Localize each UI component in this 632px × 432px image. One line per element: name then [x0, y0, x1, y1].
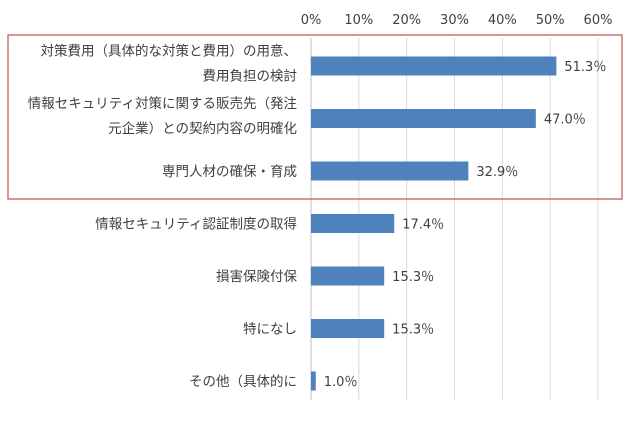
highlight-box [7, 34, 623, 200]
data-label: 15.3％ [392, 270, 434, 285]
data-label: 32.9％ [476, 165, 518, 180]
bar [311, 266, 385, 286]
category-label: 特になし [243, 322, 297, 338]
bar [311, 161, 469, 181]
x-tick-label: 30% [440, 13, 469, 28]
category-label: 損害保険付保 [216, 269, 297, 285]
x-tick-label: 20% [392, 13, 421, 28]
data-label: 1.0％ [324, 375, 358, 390]
x-tick-label: 0% [301, 13, 322, 28]
category-label: 対策費用（具体的な対策と費用）の用意、 [41, 43, 298, 60]
bar [311, 214, 395, 233]
bar [311, 56, 557, 76]
data-label: 17.4％ [402, 218, 444, 233]
bar [311, 109, 536, 128]
category-label: 専門人材の確保・育成 [162, 164, 297, 180]
data-label: 51.3％ [564, 60, 606, 75]
category-label: その他（具体的に [189, 374, 297, 390]
category-label: 情報セキュリティ対策に関する販売先（発注 [28, 95, 297, 112]
bar [311, 371, 316, 391]
data-label: 15.3％ [392, 323, 434, 338]
x-axis-ticks: 0% 10% 20% 30% 40% 50% 60% [301, 13, 613, 28]
x-tick-label: 50% [536, 13, 565, 28]
bar [311, 319, 385, 338]
gridlines [310, 38, 599, 400]
x-tick-label: 60% [584, 13, 613, 28]
category-label: 情報セキュリティ認証制度の取得 [95, 216, 297, 233]
category-label: 費用負担の検討 [203, 69, 298, 85]
value-labels: 51.3％ 47.0％ 32.9％ 17.4％ 15.3％ 15.3％ 1.0％ [324, 60, 607, 390]
x-tick-label: 40% [488, 13, 517, 28]
category-label: 元企業）との契約内容の明確化 [108, 120, 297, 137]
data-label: 47.0％ [544, 113, 586, 128]
category-labels: 対策費用（具体的な対策と費用）の用意、費用負担の検討情報セキュリティ対策に関する… [28, 43, 298, 391]
bars [311, 56, 557, 391]
x-tick-label: 10% [344, 13, 373, 28]
